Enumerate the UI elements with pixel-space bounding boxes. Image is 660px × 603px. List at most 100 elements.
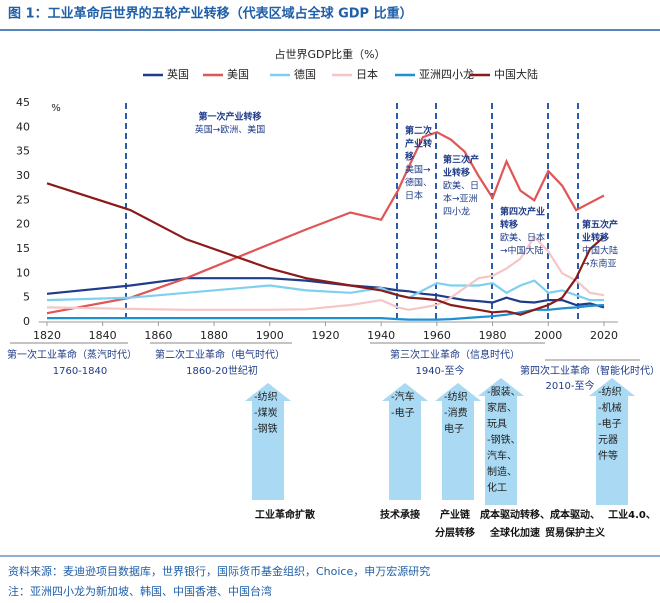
annotation: 第五次产	[582, 219, 618, 231]
arrow-text: 电子	[444, 422, 464, 435]
y-tick-label: 5	[23, 291, 30, 304]
era-period: 2010-至今	[545, 379, 594, 392]
x-tick-label: 2000	[534, 329, 562, 342]
driver-label: 技术承接	[380, 508, 420, 521]
arrow-text: 化工	[487, 481, 507, 494]
era-period: 1860-20世纪初	[186, 364, 258, 377]
x-tick-label: 1820	[33, 329, 61, 342]
legend-title: 占世界GDP比重（%）	[274, 47, 385, 61]
legend-label: 亚洲四小龙	[419, 68, 474, 81]
x-tick-label: 1920	[311, 329, 339, 342]
annotation: 第一次产业转移	[198, 111, 261, 123]
arrow-text: -纺织	[444, 390, 468, 403]
arrow-text: 制造、	[487, 465, 517, 478]
x-tick-label: 2020	[590, 329, 618, 342]
arrow-text: 家居、	[487, 401, 517, 414]
annotation: →中国大陆	[500, 245, 544, 257]
annotation: 德国、	[405, 177, 432, 189]
driver-label: 贸易保护主义	[545, 526, 606, 539]
annotation: 移	[405, 151, 414, 163]
arrow-text: 汽车、	[487, 449, 517, 462]
driver-label: 工业革命扩散	[255, 508, 316, 521]
annotation: 业转移	[443, 167, 470, 179]
annotation: 欧美、日本	[500, 232, 545, 244]
arrow-text: -汽车	[391, 390, 415, 403]
arrow	[478, 378, 524, 505]
chart-title: 图 1：工业革命后世界的五轮产业转移（代表区域占全球 GDP 比重）	[8, 6, 413, 22]
arrow-text: -纺织	[254, 390, 278, 403]
source: 资料来源：麦迪逊项目数据库，世界银行，国际货币基金组织，Choice，申万宏源研…	[8, 564, 430, 578]
annotation: 转移	[500, 219, 518, 231]
y-tick-label: 15	[16, 242, 30, 255]
y-tick-label: 35	[16, 145, 30, 158]
x-tick-label: 1880	[200, 329, 228, 342]
y-tick-label: 20	[16, 218, 30, 231]
x-tick-label: 1860	[144, 329, 172, 342]
era-name: 第四次工业革命（智能化时代）	[520, 364, 660, 377]
annotation: 本→亚洲	[443, 193, 478, 205]
x-tick-label: 1980	[479, 329, 507, 342]
annotation: 第三次产	[443, 154, 479, 166]
arrow-text: -消费	[444, 406, 468, 419]
annotation: 中国大陆	[582, 245, 618, 257]
series-line	[46, 235, 605, 311]
arrow-text: -纺织	[598, 385, 622, 398]
series-line	[46, 277, 605, 309]
x-tick-label: 1940	[367, 329, 395, 342]
legend-label: 中国大陆	[494, 67, 538, 81]
driver-label: 工业4.0、	[608, 508, 656, 521]
arrow-text: -煤炭	[254, 406, 278, 419]
series-line	[46, 131, 605, 315]
y-unit: %	[51, 103, 61, 114]
era-name: 第三次工业革命（信息时代）	[390, 348, 520, 361]
legend-label: 德国	[294, 67, 316, 81]
arrow-text: 件等	[598, 449, 618, 462]
driver-label: 分层转移	[435, 526, 475, 539]
arrow	[245, 383, 291, 500]
arrow-text: 玩具	[487, 418, 507, 430]
annotation: 欧美、日	[443, 180, 479, 192]
x-tick-label: 1900	[256, 329, 284, 342]
driver-label: 产业链	[440, 508, 471, 521]
arrow-text: -电子	[391, 406, 415, 419]
arrow-text: -电子	[598, 417, 622, 430]
series-line	[46, 182, 605, 316]
arrow-text: -钢铁、	[487, 433, 521, 446]
annotation: 四小龙	[443, 206, 470, 218]
y-tick-label: 30	[16, 169, 30, 182]
annotation: 美国→	[405, 164, 431, 176]
arrow	[589, 378, 635, 505]
arrow-text: -服装、	[487, 385, 521, 398]
series-line	[47, 303, 605, 321]
driver-label: 成本驱动转移、	[480, 508, 550, 521]
arrow	[382, 383, 428, 500]
era-name: 第二次工业革命（电气时代）	[155, 348, 285, 361]
era-brackets	[10, 342, 640, 361]
annotation: 业转移	[582, 232, 609, 244]
note: 注：亚洲四小龙为新加坡、韩国、中国香港、中国台湾	[8, 584, 272, 598]
annotation: 产业转	[405, 138, 432, 150]
era-period: 1940-至今	[415, 364, 464, 377]
x-tick-label: 1960	[423, 329, 451, 342]
annotation: →东南亚	[582, 258, 617, 270]
y-tick-label: 0	[23, 315, 30, 328]
annotation: 第二次	[405, 125, 432, 137]
legend-label: 英国	[167, 67, 189, 81]
y-tick-label: 40	[16, 120, 30, 133]
y-tick-label: 45	[16, 96, 30, 109]
y-tick-label: 10	[16, 266, 30, 279]
series-line	[46, 279, 604, 302]
arrow-text: -钢铁	[254, 422, 278, 435]
driver-label: 成本驱动、	[550, 508, 600, 521]
arrow	[435, 383, 481, 500]
x-tick-label: 1840	[89, 329, 117, 342]
y-tick-label: 25	[16, 193, 30, 206]
legend-label: 美国	[227, 68, 249, 81]
annotation: 日本	[405, 190, 423, 202]
annotation: 第四次产业	[500, 206, 545, 218]
era-period: 1760-1840	[53, 366, 108, 377]
arrow-text: 元器	[598, 434, 618, 446]
era-name: 第一次工业革命（蒸汽时代）	[7, 348, 137, 361]
annotation: 英国→欧洲、美国	[195, 124, 266, 136]
